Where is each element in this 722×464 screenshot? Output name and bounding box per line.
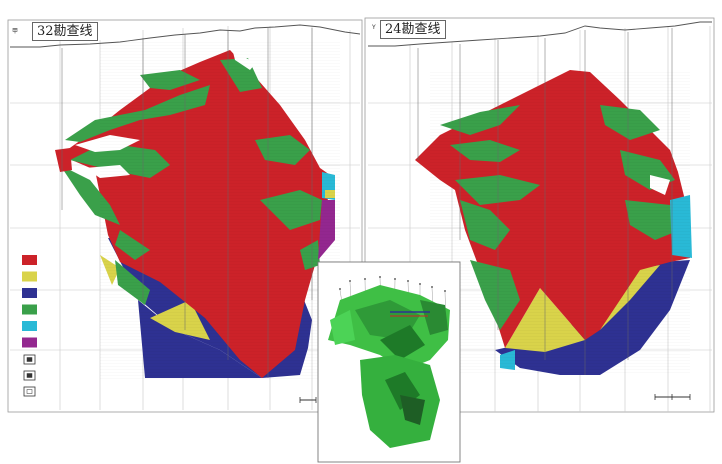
left-section-panel: [7, 19, 363, 413]
left-scale-bar: [299, 397, 317, 403]
left-ore-body: [55, 40, 340, 380]
left-drill-holes: [61, 28, 313, 378]
right-scale-bar: [654, 394, 691, 400]
legend-swatch-yellow-unit: [22, 271, 37, 282]
right-panel-title: 24勘查线: [380, 20, 446, 39]
legend-swatch-purple-unit: [22, 337, 37, 348]
right-panel-prefix: Y: [372, 24, 376, 31]
inset-collar-symbols: [339, 276, 446, 292]
drillhole-symbol-1-mark: [26, 357, 33, 362]
right-topo-line: [368, 21, 712, 47]
legend-swatch-red-unit: [22, 255, 37, 265]
legend-swatch-cyan-unit: [22, 321, 37, 331]
inset-model-body: [328, 285, 450, 448]
drillhole-symbol-2-mark: [26, 373, 33, 378]
right-drill-holes: [417, 28, 673, 375]
left-panel-prefix: 甲: [12, 28, 19, 35]
legend-swatch-blue-unit: [22, 288, 37, 298]
legend-swatch-green-unit: [22, 304, 37, 315]
inset-3d-model: [317, 261, 461, 463]
left-topo-line: [10, 24, 361, 48]
legend: [22, 255, 37, 397]
left-panel-title: 32勘查线: [32, 22, 98, 41]
drillhole-symbol-3-mark: [26, 389, 33, 394]
right-ore-body: [415, 70, 692, 375]
